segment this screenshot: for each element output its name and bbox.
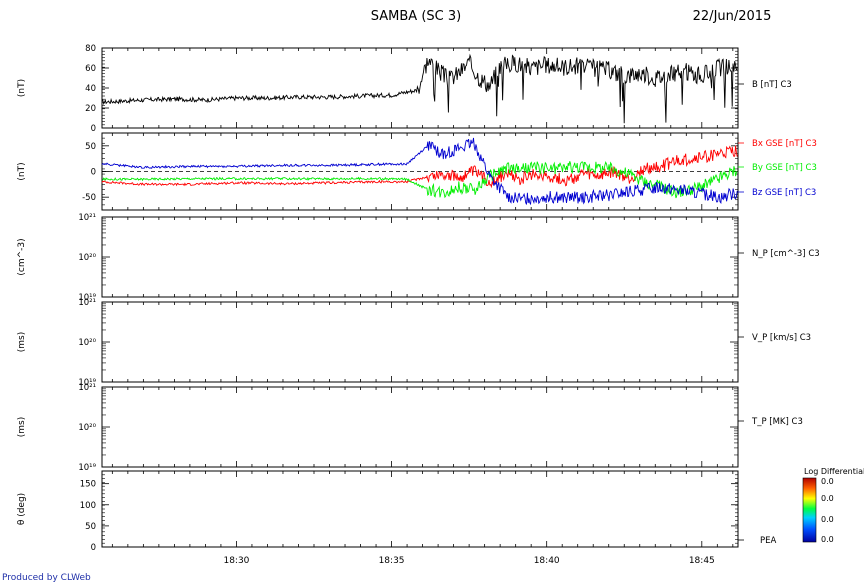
y-tick-label: 10²⁰ [78,423,96,433]
panels: (nT) 0 20 40 60 80 B [nT] C3 (nT) -50 0 50 Bx GSE [… [17,44,820,566]
series-line-1 [101,53,738,124]
y-tick-label: 40 [85,84,96,94]
y-tick-label: 50 [85,522,96,532]
colorbar-tick: 0.0 [821,515,834,524]
y-tick-label: -50 [82,193,96,203]
y-tick-label: 100 [80,501,96,511]
footer-credit: Produced by CLWeb [2,573,91,583]
y-tick-label: 50 [85,142,96,152]
x-tick-label: 18:30 [223,556,249,566]
colorbar: Log Differential 0.0 0.0 0.0 0.0 [802,467,864,544]
panel-frame [101,216,739,298]
legend-label: Bz GSE [nT] C3 [752,188,816,198]
colorbar-tick: 0.0 [821,494,834,503]
x-tick-label: 18:45 [689,556,715,566]
legend-label: T_P [MK] C3 [751,417,803,427]
colorbar-tick: 0.0 [821,477,834,486]
y-axis-label: (nT) [17,162,27,180]
y-tick-label: 10²¹ [78,298,96,308]
series-line-3 [101,137,738,206]
series-line-1 [101,145,738,189]
legend-label: PEA [760,536,776,546]
y-tick-label: 10²⁰ [78,338,96,348]
y-tick-label: 10²¹ [78,213,96,223]
y-tick-label: 10¹⁹ [78,293,96,303]
x-tick-label: 18:35 [379,556,405,566]
legend-label: N_P [cm^-3] C3 [752,249,820,259]
colorbar-tick: 0.0 [821,535,834,544]
y-tick-label: 60 [85,64,96,74]
colorbar-scale [802,477,817,543]
panel-6: θ (deg) 0 50 100 150 PEA 18:30 18:35 18:40 18:45 [17,470,776,566]
y-axis-label: (cm^-3) [17,238,27,275]
y-tick-label: 0 [91,168,96,178]
y-axis-label: θ (deg) [17,493,27,525]
y-tick-label: 0 [91,124,96,134]
chart-date: 22/Jun/2015 [693,9,772,24]
y-tick-label: 10¹⁹ [78,378,96,388]
y-tick-label: 20 [85,104,96,114]
panel-2: (nT) -50 0 50 Bx GSE [nT] C3 By GSE [nT] C3 Bz… [17,132,817,211]
y-axis-label: (ms) [17,332,27,352]
y-tick-label: 0 [91,543,96,553]
panel-1: (nT) 0 20 40 60 80 B [nT] C3 [17,44,792,134]
legend-label: V_P [km/s] C3 [752,333,811,343]
y-tick-label: 10²⁰ [78,253,96,263]
panel-frame [101,386,739,468]
panel-3: (cm^-3) 10¹⁹ 10²⁰ 10²¹ N_P [cm^-3] C3 [17,213,820,303]
colorbar-label: Log Differential [804,467,864,476]
y-tick-label: 80 [85,44,96,54]
y-tick-label: 10²¹ [78,383,96,393]
panel-5: (ms) 10¹⁹ 10²⁰ 10²¹ T_P [MK] C3 [17,383,803,473]
panel-frame [101,301,739,383]
x-tick-label: 18:40 [534,556,560,566]
legend-label: By GSE [nT] C3 [752,163,817,173]
series-line-2 [102,161,738,199]
y-axis-label: (ms) [17,417,27,437]
panel-4: (ms) 10¹⁹ 10²⁰ 10²¹ V_P [km/s] C3 [17,298,811,388]
y-tick-label: 10¹⁹ [78,463,96,473]
y-tick-label: 150 [80,480,96,490]
legend-label: B [nT] C3 [752,80,792,90]
legend-label: Bx GSE [nT] C3 [752,139,817,149]
chart-title: SAMBA (SC 3) [371,9,461,24]
y-axis-label: (nT) [17,79,27,97]
panel-frame [101,470,739,548]
